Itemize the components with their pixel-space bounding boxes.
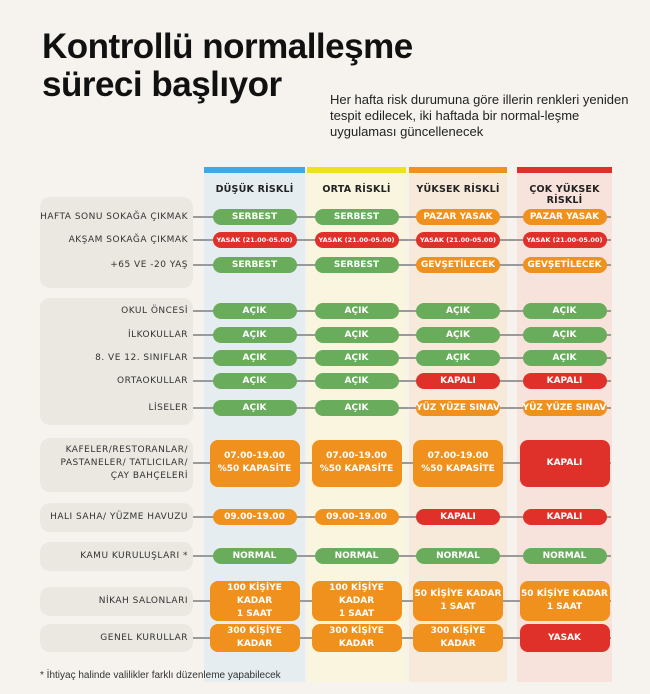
headline-line-2: süreci başlıyor (42, 65, 282, 104)
status-cell-red: YASAK (21.00-05.00) (314, 232, 399, 248)
subtitle: Her hafta risk durumuna göre illerin ren… (330, 92, 629, 139)
status-cell-red: KAPALI (522, 373, 607, 389)
row-connector-line (193, 462, 611, 464)
status-cell-orange: 07.00-19.00 %50 KAPASİTE (413, 439, 503, 487)
row-label: +65 VE -20 YAŞ (110, 259, 188, 270)
status-cell-red: KAPALI (416, 373, 500, 389)
status-cell-orange: PAZAR YASAK (522, 209, 607, 225)
row-connector-line (193, 516, 611, 518)
row-group-box (40, 624, 193, 652)
status-cell-orange: GEVŞETİLECEK (522, 257, 607, 273)
status-cell-orange: YÜZ YÜZE SINAV (522, 400, 607, 416)
status-cell-green: AÇIK (314, 400, 399, 416)
footnote: * İhtiyaç halinde valilikler farklı düze… (40, 670, 281, 681)
status-cell-green: NORMAL (522, 548, 607, 564)
status-cell-green: AÇIK (212, 303, 297, 319)
row-group-box (40, 197, 193, 288)
status-cell-red: YASAK (21.00-05.00) (522, 232, 607, 248)
status-cell-green: AÇIK (212, 400, 297, 416)
row-connector-line (193, 637, 611, 639)
row-connector-line (193, 600, 611, 602)
status-cell-orange: PAZAR YASAK (416, 209, 500, 225)
status-cell-green: NORMAL (314, 548, 399, 564)
status-cell-green: SERBEST (212, 209, 297, 225)
row-label: KAMU KURULUŞLARI * (80, 550, 188, 561)
status-cell-green: SERBEST (314, 257, 399, 273)
status-cell-green: AÇIK (416, 327, 500, 343)
status-cell-green: AÇIK (314, 327, 399, 343)
status-cell-orange: 300 KİŞİYE KADAR (413, 624, 503, 652)
status-cell-green: AÇIK (314, 303, 399, 319)
status-cell-red: YASAK (21.00-05.00) (212, 232, 297, 248)
status-cell-green: AÇIK (212, 327, 297, 343)
status-cell-orange: 07.00-19.00 %50 KAPASİTE (311, 439, 402, 487)
column-header: ORTA RİSKLİ (322, 184, 391, 195)
row-label: GENEL KURULLAR (100, 632, 188, 643)
status-cell-orange: 50 KİŞİYE KADAR 1 SAAT (519, 581, 610, 621)
column-header: YÜKSEK RİSKLİ (416, 184, 500, 195)
row-label: KAFELER/RESTORANLAR/ PASTANELER/ TATLICI… (60, 444, 188, 481)
status-cell-orange: GEVŞETİLECEK (416, 257, 500, 273)
status-cell-red: YASAK (519, 624, 610, 652)
column-header: ÇOK YÜKSEK RİSKLİ (529, 184, 600, 206)
row-group-box (40, 298, 193, 425)
row-label: OKUL ÖNCESİ (121, 305, 188, 316)
row-group-box (40, 438, 193, 492)
status-cell-orange: 300 KİŞİYE KADAR (311, 624, 402, 652)
row-label: NİKAH SALONLARI (98, 595, 188, 606)
row-group-box (40, 542, 193, 571)
status-cell-green: AÇIK (212, 350, 297, 366)
status-cell-red: YASAK (21.00-05.00) (416, 232, 500, 248)
row-label: HAFTA SONU SOKAĞA ÇIKMAK (40, 211, 188, 222)
status-cell-orange: 09.00-19.00 (314, 509, 399, 525)
status-cell-orange: 300 KİŞİYE KADAR (209, 624, 300, 652)
row-label: 8. VE 12. SINIFLAR (95, 352, 188, 363)
row-connector-line (193, 264, 611, 266)
status-cell-red: KAPALI (519, 439, 610, 487)
status-cell-green: AÇIK (212, 373, 297, 389)
headline-line-1: Kontrollü normalleşme (42, 27, 413, 66)
headline: Kontrollü normalleşme süreci başlıyor (42, 28, 413, 104)
row-connector-line (193, 555, 611, 557)
status-cell-orange: 07.00-19.00 %50 KAPASİTE (209, 439, 300, 487)
status-cell-orange: 09.00-19.00 (212, 509, 297, 525)
status-cell-red: KAPALI (416, 509, 500, 525)
status-cell-green: AÇIK (416, 350, 500, 366)
row-label: AKŞAM SOKAĞA ÇIKMAK (68, 234, 188, 245)
column-color-bar (307, 167, 406, 173)
status-cell-green: SERBEST (212, 257, 297, 273)
status-cell-green: SERBEST (314, 209, 399, 225)
row-connector-line (193, 310, 611, 312)
column-color-bar (409, 167, 507, 173)
status-cell-orange: 100 KİŞİYE KADAR 1 SAAT (209, 581, 300, 621)
status-cell-orange: 100 KİŞİYE KADAR 1 SAAT (311, 581, 402, 621)
status-cell-green: AÇIK (314, 350, 399, 366)
row-connector-line (193, 216, 611, 218)
status-cell-orange: YÜZ YÜZE SINAV (416, 400, 500, 416)
status-cell-red: KAPALI (522, 509, 607, 525)
row-connector-line (193, 334, 611, 336)
status-cell-green: AÇIK (522, 303, 607, 319)
status-cell-green: AÇIK (416, 303, 500, 319)
row-label: İLKOKULLAR (127, 329, 188, 340)
column-header: DÜŞÜK RİSKLİ (215, 184, 294, 195)
row-connector-line (193, 407, 611, 409)
status-cell-green: NORMAL (212, 548, 297, 564)
status-cell-green: AÇIK (522, 327, 607, 343)
status-cell-green: AÇIK (522, 350, 607, 366)
status-cell-orange: 50 KİŞİYE KADAR 1 SAAT (413, 581, 503, 621)
row-connector-line (193, 380, 611, 382)
status-cell-green: AÇIK (314, 373, 399, 389)
row-label: ORTAOKULLAR (117, 375, 188, 386)
row-group-box (40, 503, 193, 532)
status-cell-green: NORMAL (416, 548, 500, 564)
column-color-bar (204, 167, 305, 173)
row-label: HALI SAHA/ YÜZME HAVUZU (50, 511, 188, 522)
row-group-box (40, 587, 193, 616)
row-connector-line (193, 357, 611, 359)
column-color-bar (517, 167, 612, 173)
row-connector-line (193, 239, 611, 241)
row-label: LİSELER (148, 402, 188, 413)
